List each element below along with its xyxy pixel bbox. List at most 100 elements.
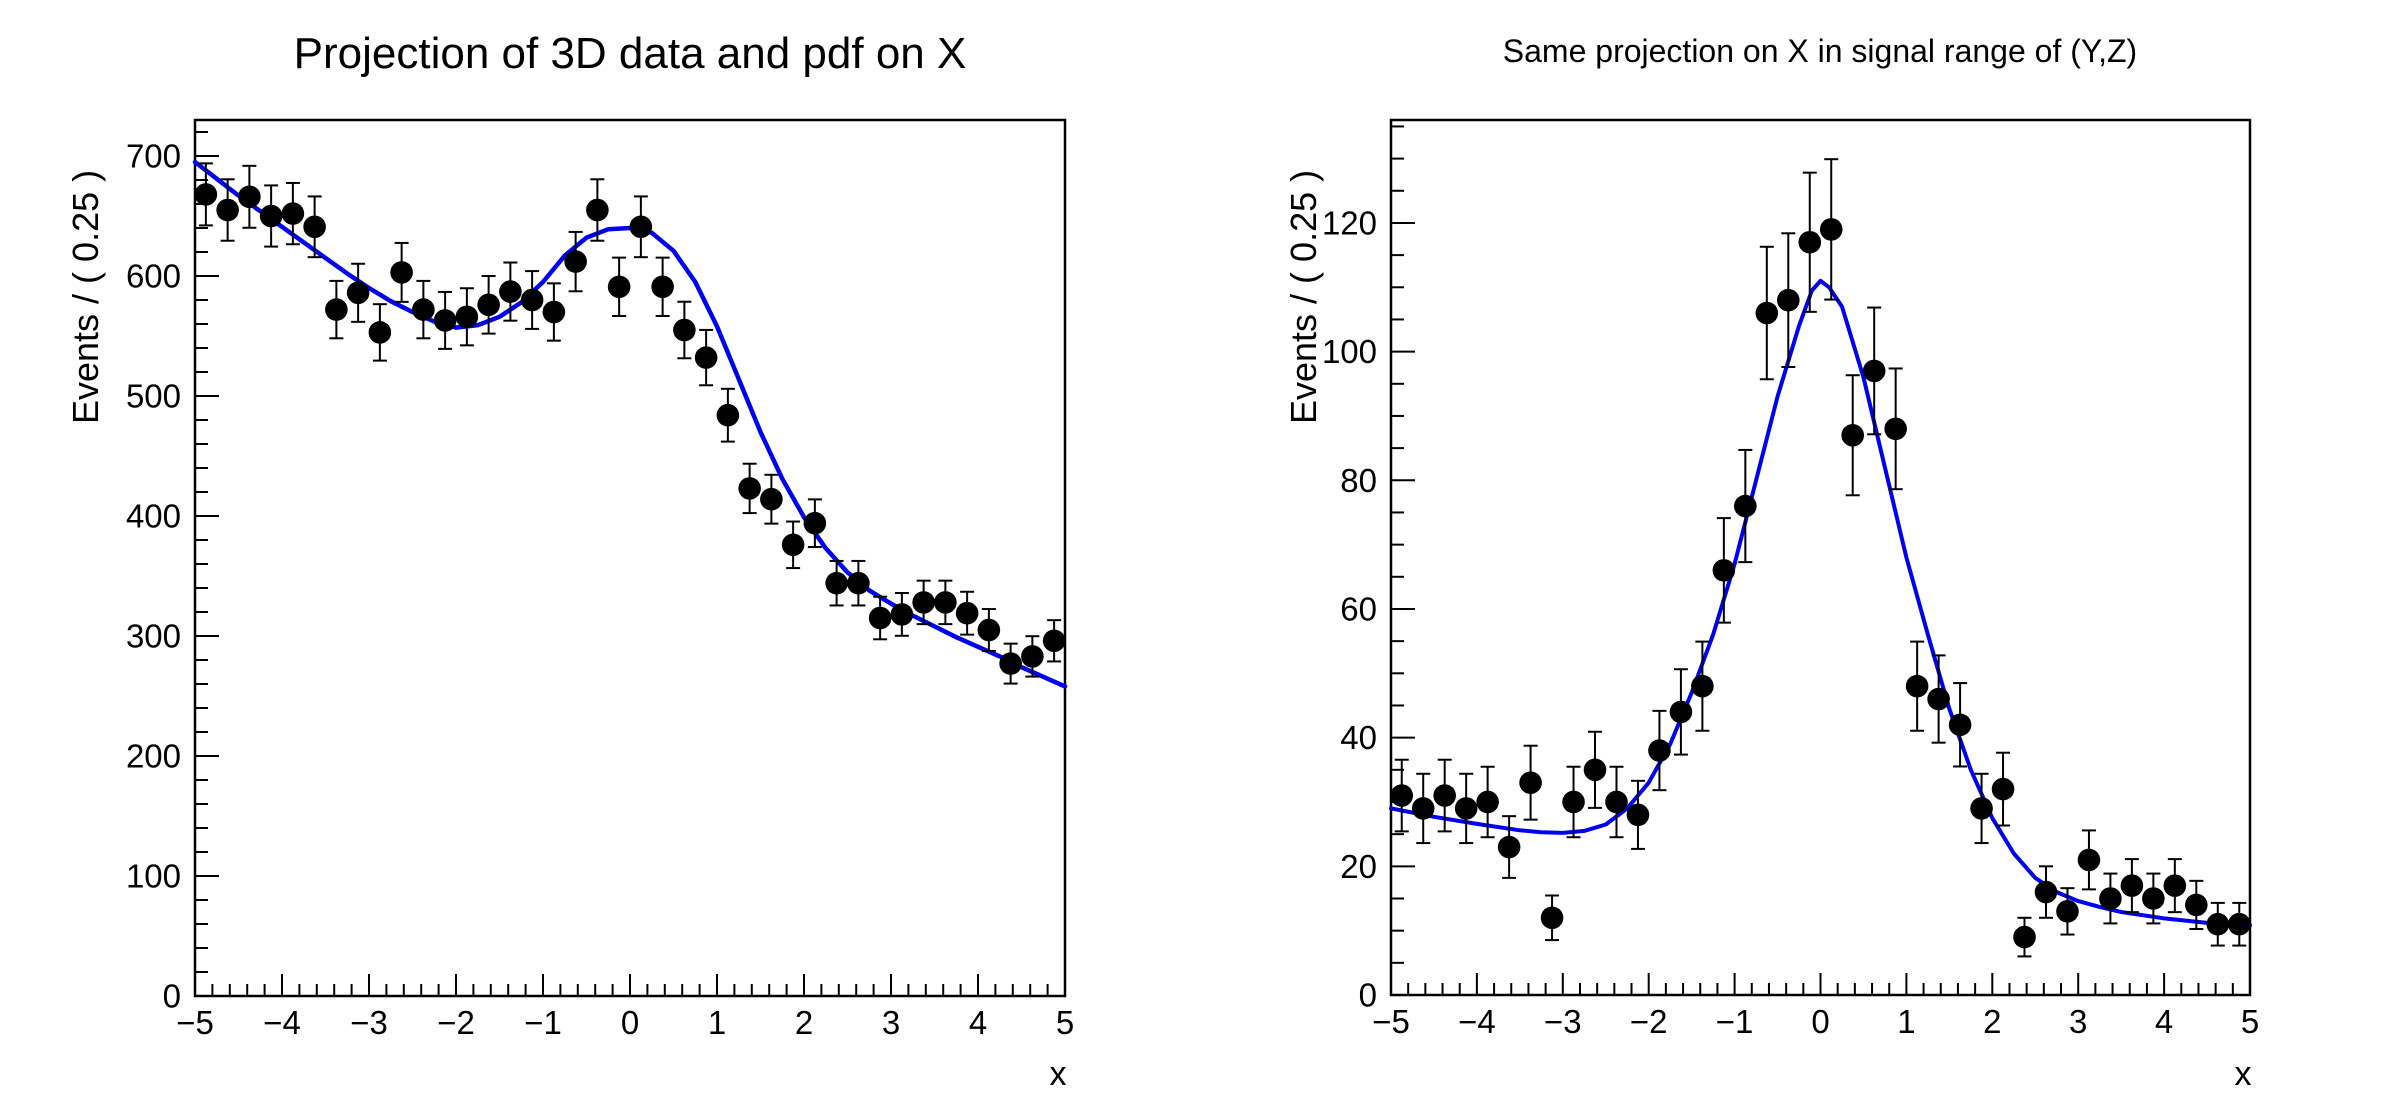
y-tick-label: 100: [126, 858, 181, 895]
data-point: [912, 579, 935, 626]
data-marker: [1819, 218, 1843, 241]
data-point: [1669, 668, 1693, 756]
y-tick-label: 300: [126, 618, 181, 655]
data-point: [2013, 916, 2036, 958]
data-point: [1862, 306, 1886, 436]
data-point: [716, 387, 740, 443]
data-point: [1021, 635, 1044, 678]
data-marker: [673, 318, 696, 342]
y-tick-label: 120: [1322, 204, 1377, 241]
data-marker: [825, 571, 848, 595]
data-point: [2120, 858, 2144, 914]
data-point: [1948, 682, 1972, 768]
data-point: [2163, 858, 2187, 914]
data-marker: [2120, 874, 2144, 897]
data-marker: [868, 606, 892, 630]
data-point: [999, 642, 1022, 685]
data-marker: [912, 591, 935, 614]
pdf-curve: [192, 159, 1068, 689]
data-point: [346, 262, 370, 323]
data-point: [1605, 765, 1628, 839]
x-tick-label: 3: [882, 1004, 900, 1041]
data-marker: [1755, 301, 1779, 325]
data-point: [1734, 448, 1757, 564]
data-marker: [977, 618, 1001, 642]
x-tick-label: 2: [795, 1004, 813, 1041]
data-marker: [1605, 790, 1628, 814]
data-point: [1497, 815, 1521, 879]
data-point: [1970, 772, 1993, 845]
y-tick-label: 40: [1340, 719, 1377, 756]
data-marker: [520, 288, 544, 312]
data-marker: [1905, 674, 1929, 698]
data-point: [455, 287, 479, 347]
data-point: [1626, 779, 1650, 850]
data-point: [368, 303, 392, 362]
y-tick-label: 700: [126, 138, 181, 175]
y-tick-label: 200: [126, 738, 181, 775]
data-point: [325, 279, 348, 340]
y-tick-label: 60: [1340, 590, 1377, 627]
data-marker: [955, 601, 979, 625]
x-tick-label: −2: [437, 1004, 475, 1041]
data-point: [1433, 758, 1456, 833]
data-marker: [455, 305, 479, 329]
data-marker: [1454, 797, 1478, 820]
data-point: [977, 608, 1001, 652]
data-point: [1927, 654, 1950, 744]
data-marker: [1540, 906, 1564, 930]
data-marker: [2227, 912, 2251, 936]
x-tick-label: 5: [2241, 1003, 2259, 1040]
x-tick-label: −5: [1372, 1003, 1410, 1040]
data-point: [1776, 232, 1800, 369]
left-data-points: [194, 162, 1066, 685]
data-marker: [2206, 912, 2230, 936]
data-marker: [1519, 771, 1542, 794]
data-point: [281, 181, 305, 246]
data-point: [586, 178, 609, 242]
data-point: [781, 520, 805, 570]
data-point: [1562, 765, 1585, 839]
data-marker: [1862, 359, 1886, 383]
data-point: [1905, 640, 1929, 732]
data-point: [629, 195, 653, 259]
data-marker: [1669, 700, 1693, 724]
data-marker: [325, 298, 348, 321]
x-tick-label: 2: [1983, 1003, 2001, 1040]
data-point: [955, 590, 979, 636]
data-point: [1583, 730, 1607, 809]
data-marker: [2142, 887, 2165, 910]
data-marker: [1021, 645, 1044, 668]
data-point: [868, 595, 892, 641]
data-marker: [259, 204, 283, 228]
data-marker: [1433, 784, 1456, 807]
data-point: [412, 279, 435, 340]
data-marker: [1476, 790, 1499, 814]
data-point: [1691, 640, 1714, 732]
x-tick-label: −1: [1716, 1003, 1754, 1040]
x-tick-label: −3: [1544, 1003, 1582, 1040]
data-point: [2077, 829, 2101, 891]
data-marker: [847, 571, 870, 595]
data-point: [1884, 367, 1907, 491]
left-fit-curve: [192, 159, 1068, 689]
data-point: [1519, 744, 1542, 821]
data-marker: [564, 250, 587, 273]
data-marker: [433, 309, 457, 332]
data-marker: [2185, 893, 2208, 917]
data-marker: [586, 198, 609, 222]
right-x-axis-title: x: [2235, 1055, 2252, 1093]
data-marker: [281, 202, 305, 225]
data-point: [1991, 751, 2015, 827]
data-point: [2206, 901, 2230, 947]
data-marker: [934, 591, 957, 614]
data-point: [738, 462, 761, 515]
data-marker: [1411, 797, 1435, 820]
x-tick-label: −1: [524, 1004, 562, 1041]
data-marker: [412, 298, 435, 321]
data-point: [1042, 619, 1066, 663]
data-marker: [2077, 848, 2101, 872]
data-point: [1841, 374, 1865, 497]
